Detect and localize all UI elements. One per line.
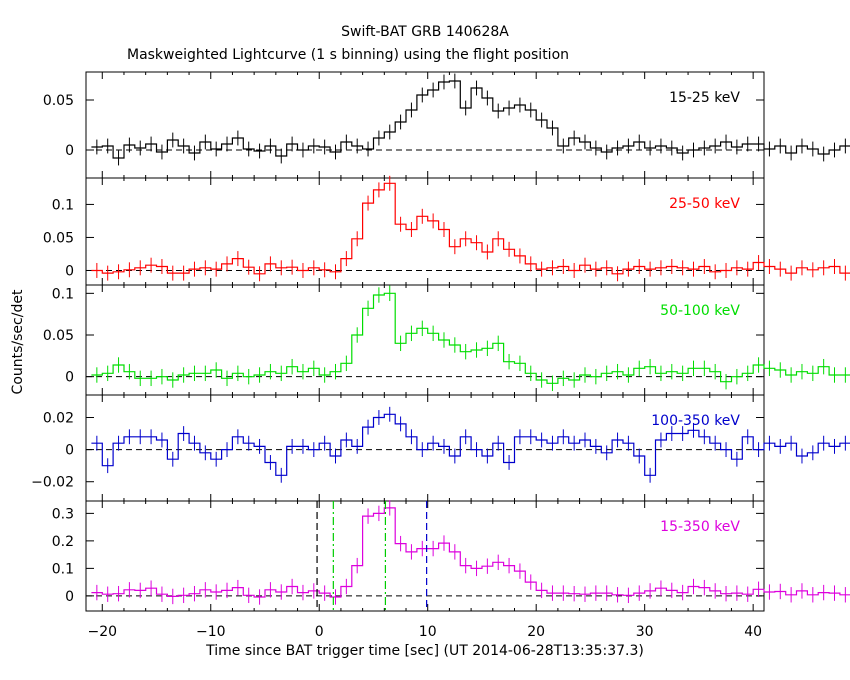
- panel-4: 0 0.1 0.2 0.3 15-350 keV −20 −10 0 10 20 30 40: [52, 500, 850, 640]
- y-tick-label: 0: [65, 443, 74, 459]
- band-label: 25-50 keV: [669, 196, 740, 212]
- y-tick-label: 0.05: [43, 328, 74, 344]
- panel-frame: [85, 394, 765, 502]
- lightcurve-15-25 keV: [91, 80, 850, 159]
- x-tick-label: −20: [87, 624, 117, 640]
- panel-0: 0 0.05 15-25 keV: [43, 71, 850, 179]
- y-tick-label: −0.02: [31, 475, 74, 491]
- x-tick-label: 0: [315, 624, 324, 640]
- chart-panels: 0 0.05 15-25 keV 0 0.05 0.1 25-50 keV 0 0.05 0.1 5…: [31, 71, 850, 640]
- band-label: 15-350 keV: [660, 519, 740, 535]
- chart-title: Swift-BAT GRB 140628A: [341, 24, 509, 40]
- panel-frame: [85, 71, 765, 179]
- x-tick-label: 20: [527, 624, 545, 640]
- band-label: 50-100 keV: [660, 303, 740, 319]
- band-label: 15-25 keV: [669, 90, 740, 106]
- y-tick-label: 0.05: [43, 230, 74, 246]
- panel-2: 0 0.05 0.1 50-100 keV: [43, 284, 850, 396]
- lightcurve-15-350 keV: [91, 507, 850, 598]
- y-tick-label: 0.05: [43, 93, 74, 109]
- x-axis-label: Time since BAT trigger time [sec] (UT 20…: [205, 643, 644, 659]
- panel-1: 0 0.05 0.1 25-50 keV: [43, 175, 850, 286]
- y-tick-label: 0: [65, 263, 74, 279]
- lightcurve-100-350 keV: [91, 413, 850, 476]
- y-tick-label: 0.3: [52, 506, 74, 522]
- y-tick-label: 0.1: [52, 561, 74, 577]
- y-axis-label: Counts/sec/det: [10, 289, 26, 394]
- y-tick-label: 0.2: [52, 534, 74, 550]
- x-tick-label: −10: [196, 624, 226, 640]
- x-tick-label: 30: [636, 624, 654, 640]
- x-tick-label: 10: [419, 624, 437, 640]
- band-label: 100-350 keV: [651, 413, 740, 429]
- y-tick-label: 0.1: [52, 286, 74, 302]
- y-tick-label: 0.02: [43, 410, 74, 426]
- y-tick-label: 0: [65, 589, 74, 605]
- y-tick-label: 0: [65, 143, 74, 159]
- panel-3: −0.02 0 0.02 100-350 keV: [31, 394, 850, 502]
- lightcurve-25-50 keV: [91, 182, 850, 275]
- lightcurve-50-100 keV: [91, 292, 850, 384]
- panel-frame: [85, 500, 765, 612]
- panel-frame: [85, 177, 765, 286]
- x-tick-label: 40: [744, 624, 762, 640]
- chart-subtitle: Maskweighted Lightcurve (1 s binning) us…: [127, 47, 569, 63]
- panel-frame: [85, 284, 765, 396]
- y-tick-label: 0.1: [52, 197, 74, 213]
- y-tick-label: 0: [65, 370, 74, 386]
